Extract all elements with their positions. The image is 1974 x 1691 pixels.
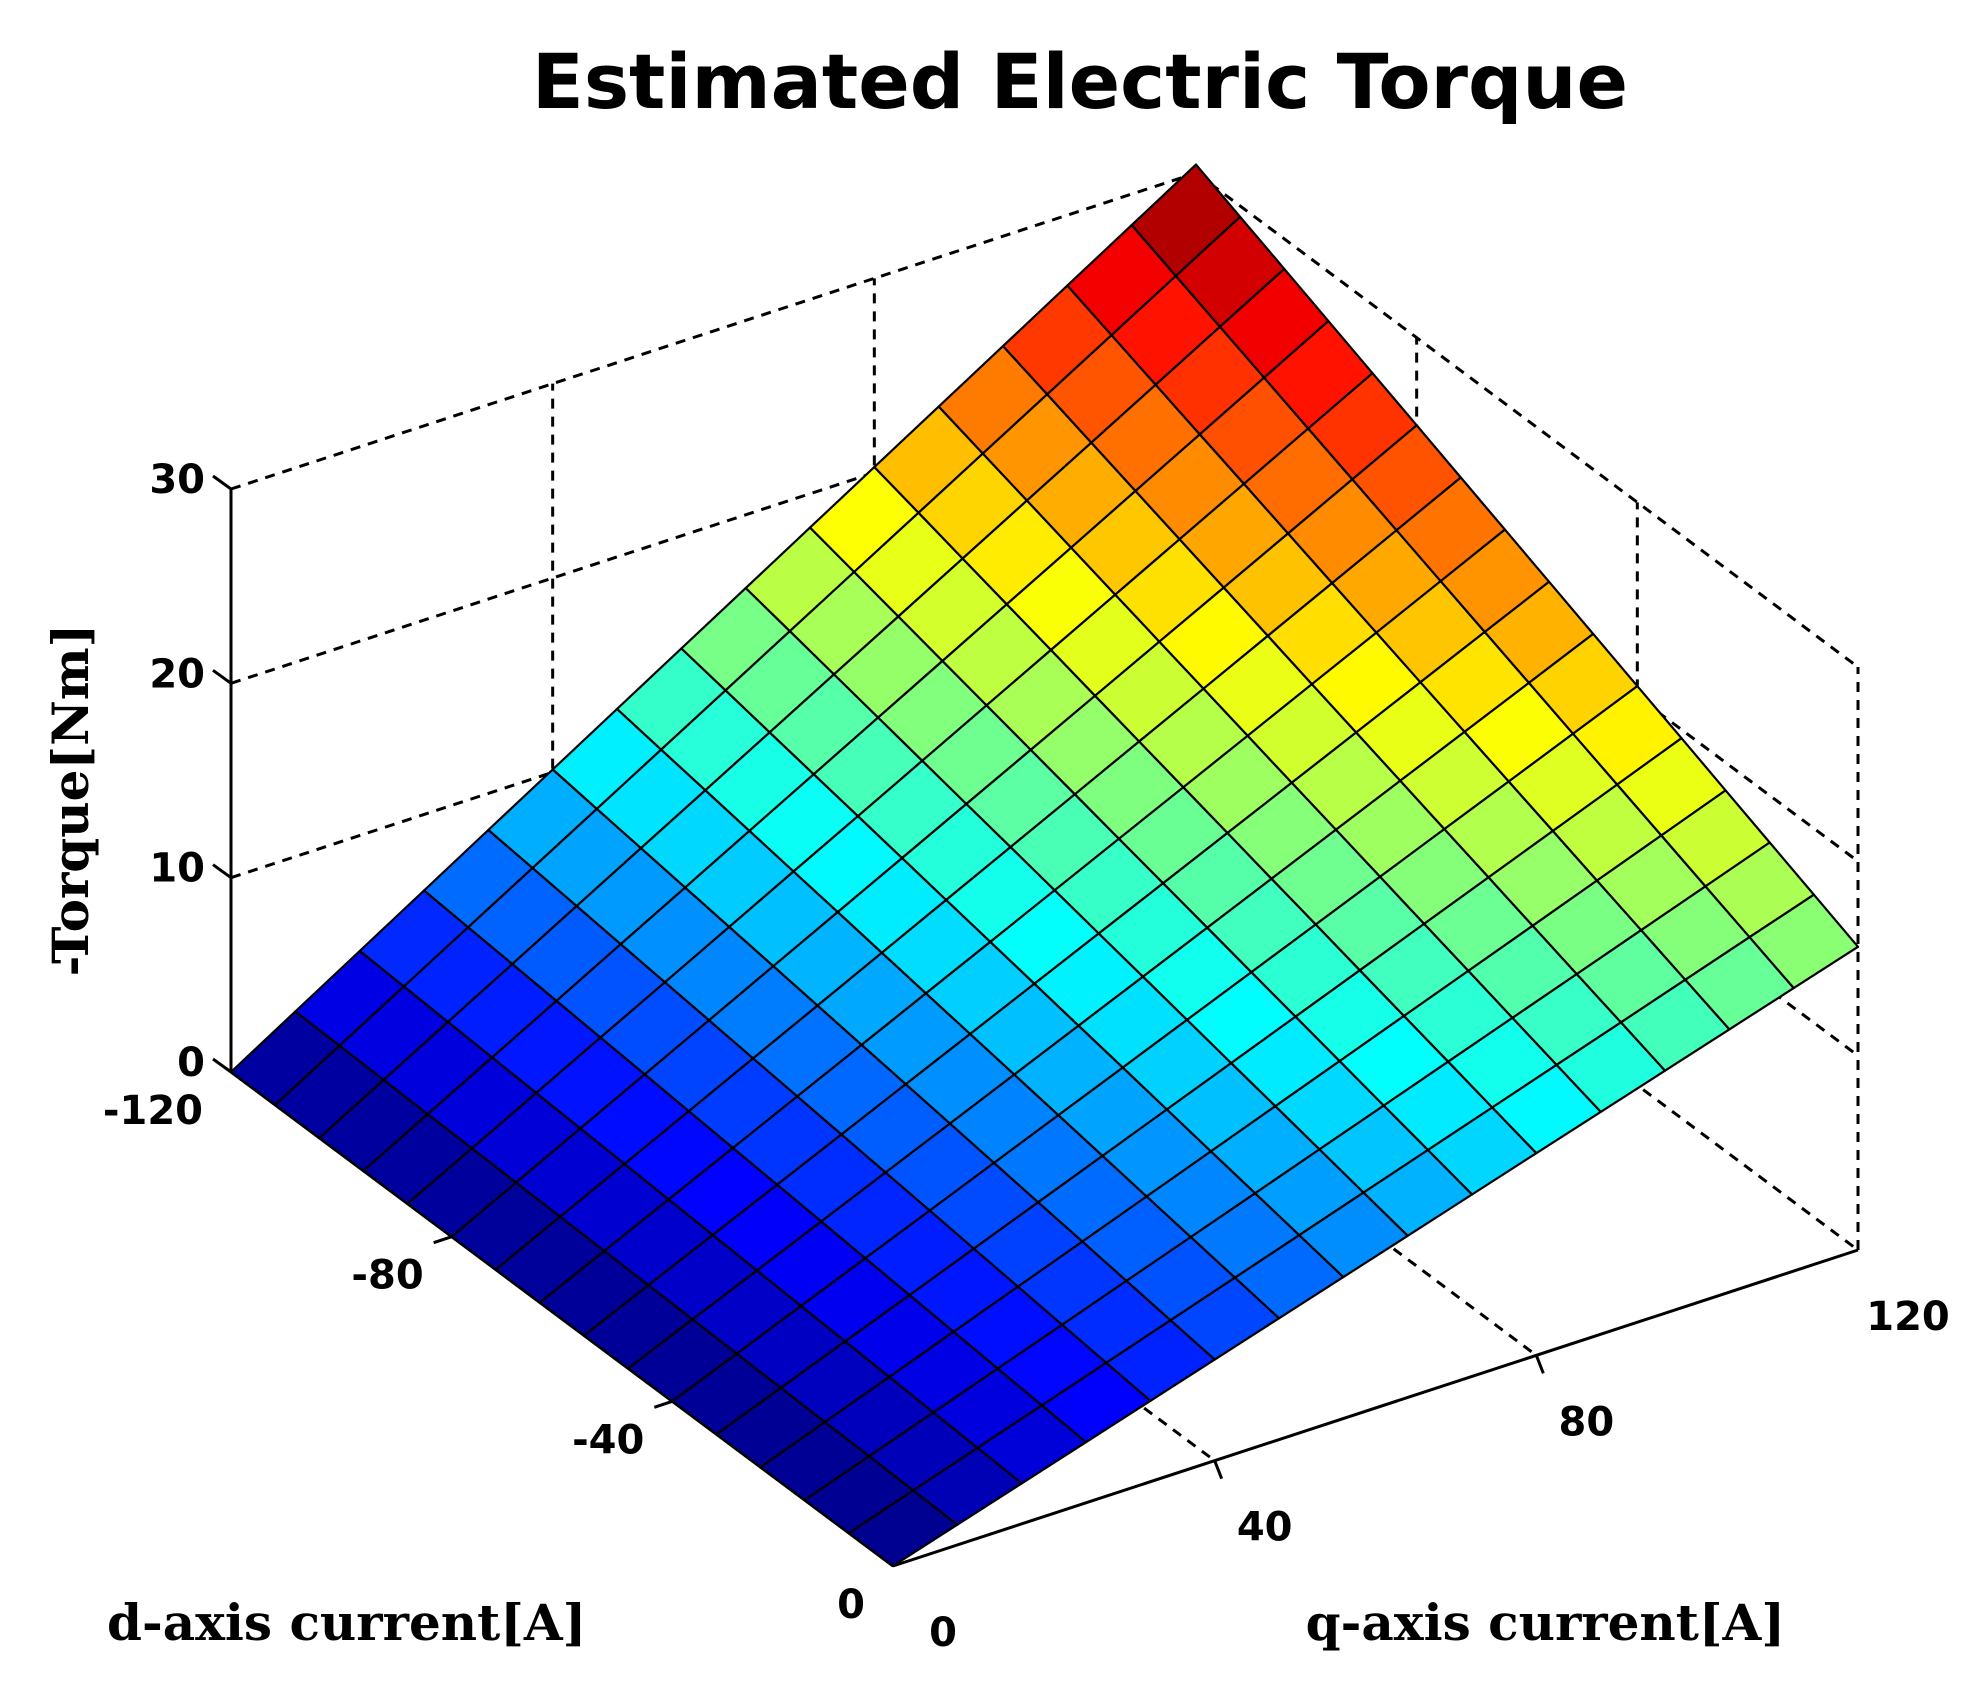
chart-title: Estimated Electric Torque — [532, 37, 1628, 126]
y-tick-label: 0 — [929, 1610, 957, 1656]
y-tick-label: 80 — [1558, 1399, 1614, 1445]
x-tick-label: -120 — [103, 1088, 203, 1134]
z-tick-label: 0 — [177, 1040, 205, 1086]
y-tick-mark — [1534, 1354, 1545, 1374]
box-edge-top-right — [1195, 171, 1859, 669]
y-tick-label: 40 — [1237, 1505, 1293, 1551]
y-tick-mark — [1213, 1460, 1224, 1480]
surface-mesh — [229, 163, 1860, 1568]
y-axis-line — [892, 1248, 1859, 1568]
y-tick-label: 120 — [1866, 1294, 1950, 1340]
z-tick-mark — [212, 669, 232, 685]
grid-z-right-wall — [1195, 366, 1859, 863]
z-tick-label: 10 — [149, 846, 205, 892]
z-axis-label: -Torque[Nm] — [41, 624, 100, 977]
x-axis-label: d-axis current[A] — [107, 1593, 586, 1652]
tick-labels: 0 10 20 30 -120 -80 -40 0 0 40 80 120 — [103, 457, 1950, 1656]
z-tick-label: 20 — [149, 651, 205, 697]
z-tick-mark — [212, 863, 232, 879]
z-tick-mark — [212, 1057, 232, 1074]
y-axis-label: q-axis current[A] — [1306, 1593, 1785, 1652]
grid-q-floor — [873, 860, 1538, 1357]
x-tick-mark — [653, 1399, 673, 1409]
z-tick-label: 30 — [149, 457, 205, 503]
x-tick-label: 0 — [837, 1582, 865, 1628]
surface-cell — [847, 1489, 959, 1568]
floor-edge-right — [1195, 754, 1859, 1252]
z-tick-mark — [212, 474, 232, 491]
box-edge-top-left — [230, 171, 1197, 491]
x-tick-mark — [433, 1235, 453, 1245]
x-tick-label: -40 — [572, 1417, 644, 1463]
x-tick-label: -80 — [351, 1253, 423, 1299]
